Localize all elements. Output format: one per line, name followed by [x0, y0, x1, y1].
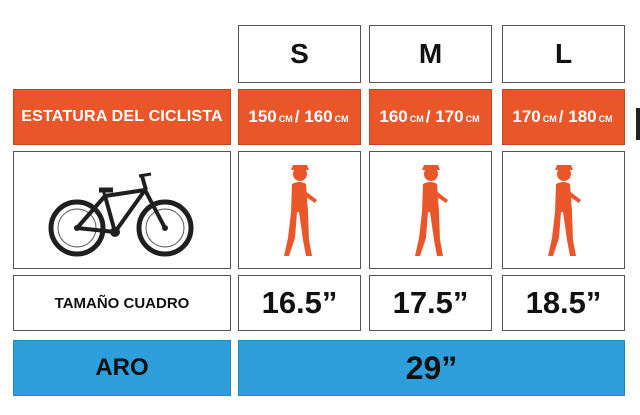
rider-height-l: 170 CM/ 180 CM	[502, 89, 625, 145]
size-header-s: S	[238, 25, 361, 83]
size-header-l: L	[502, 25, 625, 83]
frame-size-l: 18.5”	[502, 275, 625, 331]
frame-size-s: 16.5”	[238, 275, 361, 331]
size-label: L	[554, 38, 573, 69]
frame-size-m: 17.5”	[369, 275, 492, 331]
rider-icon	[547, 165, 581, 256]
height-range: 160 CM/ 170 CM	[379, 107, 480, 126]
size-header-m: M	[369, 25, 492, 83]
frame-size-value: 17.5”	[392, 285, 469, 320]
frame-size-value: 18.5”	[525, 285, 602, 320]
wheel-label-cell: ARO	[13, 340, 231, 396]
frame-size-label: TAMAÑO CUADRO	[54, 294, 190, 312]
bicycle-icon	[48, 172, 194, 257]
height-range: 170 CM/ 180 CM	[512, 107, 613, 126]
rider-height-s: 150 CM/ 160 CM	[238, 89, 361, 145]
rider-icon-cell-l	[502, 151, 625, 269]
wheel-size-value: 29”	[405, 349, 458, 386]
size-label: M	[418, 38, 443, 69]
frame-size-label-cell: TAMAÑO CUADRO	[13, 275, 231, 331]
rider-height-label-cell: ESTATURA DEL CICLISTA	[13, 89, 231, 145]
rider-height-label: ESTATURA DEL CICLISTA	[21, 108, 223, 125]
bicycle-cell	[13, 151, 231, 269]
edge-mark	[636, 108, 640, 140]
rider-icon-cell-m	[369, 151, 492, 269]
wheel-size-cell: 29”	[238, 340, 625, 396]
rider-icon-cell-s	[238, 151, 361, 269]
rider-icon	[414, 165, 448, 256]
rider-height-m: 160 CM/ 170 CM	[369, 89, 492, 145]
frame-size-value: 16.5”	[261, 285, 338, 320]
wheel-label: ARO	[95, 354, 149, 381]
rider-icon	[283, 165, 317, 256]
size-label: S	[290, 38, 309, 69]
height-range: 150 CM/ 160 CM	[248, 107, 349, 126]
